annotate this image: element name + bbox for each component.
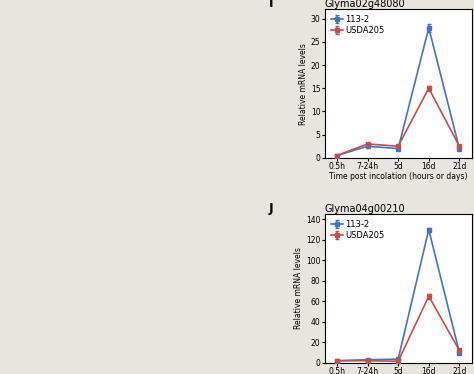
Text: I: I <box>269 0 273 10</box>
Text: Glyma04g00210: Glyma04g00210 <box>325 203 405 214</box>
Legend: 113-2, USDA205: 113-2, USDA205 <box>329 218 386 242</box>
Legend: 113-2, USDA205: 113-2, USDA205 <box>329 13 386 37</box>
X-axis label: Time post incolation (hours or days): Time post incolation (hours or days) <box>329 172 467 181</box>
Y-axis label: Relative mRNA levels: Relative mRNA levels <box>299 43 308 125</box>
Text: Glyma02g48080: Glyma02g48080 <box>325 0 405 9</box>
Y-axis label: Relative mRNA levels: Relative mRNA levels <box>294 248 303 329</box>
Text: J: J <box>269 202 273 215</box>
